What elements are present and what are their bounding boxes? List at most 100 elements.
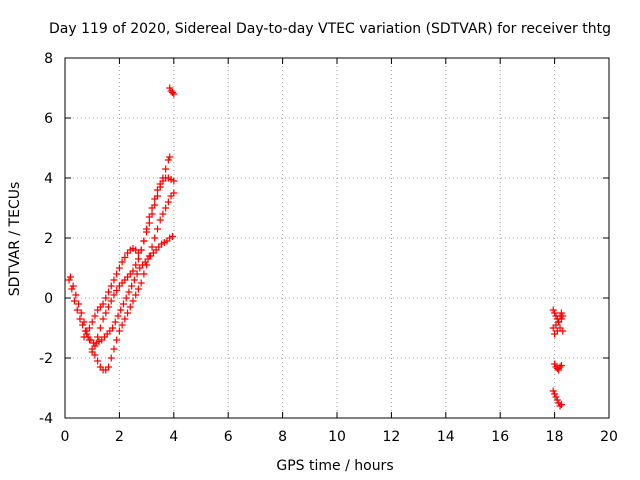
data-point (551, 330, 559, 338)
data-point (137, 279, 145, 287)
data-point (164, 198, 172, 206)
data-point (113, 287, 121, 294)
data-point (148, 210, 156, 218)
data-point (170, 90, 178, 98)
data-point (118, 258, 126, 266)
data-point (556, 363, 564, 371)
x-tick-label: 20 (600, 429, 618, 445)
data-point (71, 297, 79, 305)
data-point (91, 312, 99, 320)
data-point (128, 282, 136, 290)
data-point (156, 216, 164, 224)
data-point (555, 366, 563, 374)
x-tick-label: 18 (546, 429, 564, 445)
data-point (121, 315, 129, 323)
data-point (559, 327, 567, 335)
data-point (99, 300, 107, 308)
data-points (65, 84, 567, 410)
x-tick-label: 6 (224, 429, 233, 445)
data-point (168, 233, 176, 240)
series-sat-b (66, 189, 178, 374)
data-point (145, 219, 153, 227)
data-point (91, 342, 99, 350)
y-tick-label: 0 (44, 291, 53, 307)
data-point (118, 321, 126, 329)
series-sat-d (88, 153, 174, 356)
data-point (133, 270, 141, 278)
series-sat-c (80, 174, 178, 341)
x-axis-label: GPS time / hours (276, 458, 393, 474)
data-point (99, 315, 107, 323)
data-point (110, 291, 118, 299)
data-point (107, 282, 115, 290)
data-point (129, 297, 137, 305)
data-point (102, 294, 110, 302)
x-tick-label: 4 (169, 429, 178, 445)
data-point (85, 324, 93, 332)
series-sat-a (65, 233, 176, 347)
data-point (549, 387, 557, 395)
data-point (557, 362, 565, 369)
data-point (164, 156, 172, 164)
y-tick-label: 2 (44, 231, 53, 247)
data-point (110, 345, 118, 353)
data-point (159, 210, 167, 218)
data-point (145, 252, 153, 260)
data-point (113, 336, 121, 344)
data-point (153, 192, 161, 200)
data-point (94, 357, 102, 365)
data-point (85, 336, 93, 344)
data-point (113, 270, 121, 278)
data-point (68, 285, 76, 293)
y-tick-label: -2 (39, 351, 53, 367)
data-point (110, 276, 118, 284)
data-point (140, 237, 148, 245)
data-point (102, 309, 110, 317)
data-point (105, 363, 113, 371)
x-tick-label: 12 (382, 429, 400, 445)
y-tick-label: 6 (44, 111, 53, 127)
data-point (557, 309, 565, 317)
x-tick-label: 16 (491, 429, 509, 445)
data-point (556, 402, 564, 410)
series-sat-e (166, 84, 178, 98)
data-point (107, 354, 115, 362)
data-point (125, 288, 133, 296)
data-point (114, 312, 122, 320)
data-point (151, 201, 159, 209)
data-point (551, 309, 559, 317)
data-point (159, 174, 167, 182)
grid-lines (65, 58, 609, 418)
data-point (134, 255, 142, 263)
data-point (168, 89, 176, 96)
y-tick-label: 8 (44, 51, 53, 67)
data-point (552, 393, 560, 401)
data-point (551, 390, 559, 398)
data-point (105, 303, 113, 311)
data-point (140, 270, 148, 278)
data-point (162, 165, 170, 173)
data-point (83, 330, 91, 338)
data-point (66, 273, 74, 281)
data-point (121, 254, 129, 261)
data-point (134, 285, 142, 293)
data-point (88, 348, 96, 356)
data-point (79, 321, 87, 329)
data-point (75, 300, 83, 308)
data-point (137, 246, 145, 254)
data-point (69, 282, 77, 290)
data-point (166, 153, 174, 161)
data-point (109, 324, 117, 332)
data-point (170, 189, 178, 197)
series-sat-f (549, 306, 567, 410)
data-point (132, 261, 140, 269)
data-point (143, 261, 151, 269)
data-point (107, 297, 115, 305)
data-point (151, 234, 159, 242)
data-point (153, 225, 161, 233)
y-tick-label: 4 (44, 171, 53, 187)
data-point (117, 306, 125, 314)
x-tick-label: 0 (61, 429, 70, 445)
data-point (115, 264, 123, 272)
